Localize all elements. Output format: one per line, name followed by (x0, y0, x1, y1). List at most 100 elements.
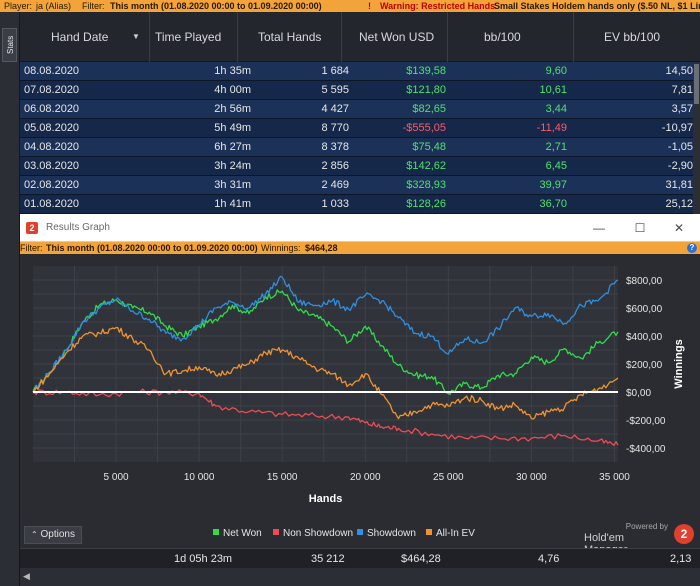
table-row[interactable]: 06.08.2020 2h 56m 4 427 $82,65 3,44 3,57 (20, 100, 693, 119)
winnings-value: $464,28 (305, 243, 338, 253)
column-header-label: Net Won USD (359, 30, 435, 44)
y-tick-label: $200,00 (626, 360, 663, 371)
legend-all-in-ev[interactable]: All-In EV (426, 528, 475, 540)
cell-time: 1h 35m (214, 65, 251, 77)
table-row[interactable]: 07.08.2020 4h 00m 5 595 $121,80 10,61 7,81 (20, 81, 693, 100)
cell-bb100: 39,97 (539, 179, 567, 191)
column-header-hand-date[interactable]: Hand Date ▼ (20, 12, 150, 62)
cell-hands: 2 856 (321, 160, 349, 172)
player-label: Player: (4, 1, 33, 11)
y-tick-label: $0,00 (626, 388, 651, 399)
graph-filter-value[interactable]: This month (01.08.2020 00:00 to 01.09.20… (46, 243, 258, 253)
total-ev-bb100: 2,13 (670, 553, 692, 565)
cell-date: 01.08.2020 (24, 198, 80, 210)
winnings-label: Winnings: (261, 243, 301, 253)
legend-showdown[interactable]: Showdown (357, 528, 416, 540)
cell-net-won: $75,48 (412, 141, 446, 153)
cell-time: 3h 24m (214, 160, 251, 172)
scrollbar-thumb[interactable] (694, 64, 699, 104)
legend-swatch (357, 529, 363, 535)
cell-time: 4h 00m (214, 84, 251, 96)
series-line-net-won (32, 289, 619, 396)
cell-bb100: 6,45 (545, 160, 567, 172)
help-icon[interactable]: ? (687, 243, 697, 253)
legend-bar: ⌃ Options Net Won Non Showdown Showdown … (20, 520, 700, 556)
hm-logo-icon: 2 (26, 222, 38, 234)
legend-swatch (273, 529, 279, 535)
column-header-bb100[interactable]: bb/100 (448, 12, 574, 62)
sort-dropdown-icon[interactable]: ▼ (132, 32, 140, 41)
results-line-chart: $800,00 $600,00 $400,00 $200,00 $0,00 -$200,0… (32, 266, 685, 505)
column-header-label: Time Played (155, 30, 222, 44)
column-header-total-hands[interactable]: Total Hands (238, 12, 342, 62)
legend-swatch (426, 529, 432, 535)
hm-brand-logo-icon: 2 (674, 524, 694, 544)
y-axis-label: Winnings (673, 339, 685, 388)
cell-ev-bb100: -2,90 (667, 160, 693, 172)
x-tick-label: 20 000 (350, 472, 381, 483)
legend-non-showdown[interactable]: Non Showdown (273, 528, 353, 540)
graph-filter-label: Filter: (20, 243, 43, 253)
cell-net-won: $128,26 (406, 198, 446, 210)
table-row[interactable]: 08.08.2020 1h 35m 1 684 $139,58 9,60 14,50 (20, 62, 693, 81)
player-name[interactable]: ja (Alias) (36, 1, 72, 11)
chevron-up-icon: ⌃ (31, 530, 38, 539)
minimize-icon[interactable]: — (593, 221, 605, 235)
cell-hands: 8 378 (321, 141, 349, 153)
options-button[interactable]: ⌃ Options (24, 526, 82, 544)
table-row[interactable]: 01.08.2020 1h 41m 1 033 $128,26 36,70 25,12 (20, 195, 693, 214)
column-header-label: bb/100 (484, 30, 521, 44)
vertical-scrollbar[interactable] (693, 62, 700, 214)
column-header-time-played[interactable]: Time Played (150, 12, 238, 62)
horizontal-scrollbar[interactable]: ◀ (20, 568, 700, 586)
table-row[interactable]: 03.08.2020 3h 24m 2 856 $142,62 6,45 -2,90 (20, 157, 693, 176)
x-tick-label: 35 000 (599, 472, 630, 483)
cell-time: 3h 31m (214, 179, 251, 191)
table-row[interactable]: 05.08.2020 5h 49m 8 770 -$555,05 -11,49 -10,9… (20, 119, 693, 138)
cell-bb100: 10,61 (539, 84, 567, 96)
total-bb100: 4,76 (538, 553, 560, 565)
close-icon[interactable]: ✕ (673, 221, 685, 235)
cell-hands: 2 469 (321, 179, 349, 191)
maximize-icon[interactable]: ☐ (634, 221, 646, 235)
table-row[interactable]: 02.08.2020 3h 31m 2 469 $328,93 39,97 31,81 (20, 176, 693, 195)
legend-label: Showdown (367, 528, 416, 539)
column-header-ev-bb100[interactable]: EV bb/100 (574, 12, 700, 62)
table-row[interactable]: 04.08.2020 6h 27m 8 378 $75,48 2,71 -1,05 (20, 138, 693, 157)
warning-detail: Small Stakes Holdem hands only ($.50 NL,… (494, 1, 700, 11)
warning-icon: ! (368, 1, 371, 11)
cell-ev-bb100: -10,97 (661, 122, 693, 134)
powered-by-text: Powered by (625, 522, 668, 531)
cell-time: 1h 41m (214, 198, 251, 210)
x-tick-label: 30 000 (516, 472, 547, 483)
cell-net-won: $142,62 (406, 160, 446, 172)
stats-tab[interactable]: Stats (2, 28, 17, 62)
filter-value[interactable]: This month (01.08.2020 00:00 to 01.09.20… (110, 1, 322, 11)
filter-label: Filter: (82, 1, 105, 11)
cell-ev-bb100: 31,81 (665, 179, 693, 191)
scroll-left-icon[interactable]: ◀ (23, 571, 30, 581)
cell-bb100: 36,70 (539, 198, 567, 210)
y-tick-label: $400,00 (626, 332, 663, 343)
x-tick-label: 25 000 (433, 472, 464, 483)
brand-block: Powered by Hold'em Manager 2 (584, 522, 694, 556)
y-tick-label: -$400,00 (626, 444, 666, 455)
x-tick-label: 10 000 (184, 472, 215, 483)
legend-label: All-In EV (436, 528, 475, 539)
y-tick-label: -$200,00 (626, 416, 666, 427)
graph-filter-bar: Filter: This month (01.08.2020 00:00 to … (20, 242, 700, 254)
column-header-net-won[interactable]: Net Won USD (342, 12, 448, 62)
column-header-label: Total Hands (258, 30, 322, 44)
series-line-showdown (32, 275, 619, 393)
cell-date: 08.08.2020 (24, 65, 80, 77)
x-tick-label: 15 000 (267, 472, 298, 483)
cell-hands: 1 684 (321, 65, 349, 77)
legend-net-won[interactable]: Net Won (213, 528, 262, 540)
cell-date: 06.08.2020 (24, 103, 80, 115)
cell-hands: 1 033 (321, 198, 349, 210)
cell-net-won: $328,93 (406, 179, 446, 191)
total-net-won: $464,28 (401, 553, 441, 565)
results-graph: $800,00 $600,00 $400,00 $200,00 $0,00 -$200,0… (20, 254, 700, 524)
legend-label: Net Won (223, 528, 262, 539)
legend-swatch (213, 529, 219, 535)
